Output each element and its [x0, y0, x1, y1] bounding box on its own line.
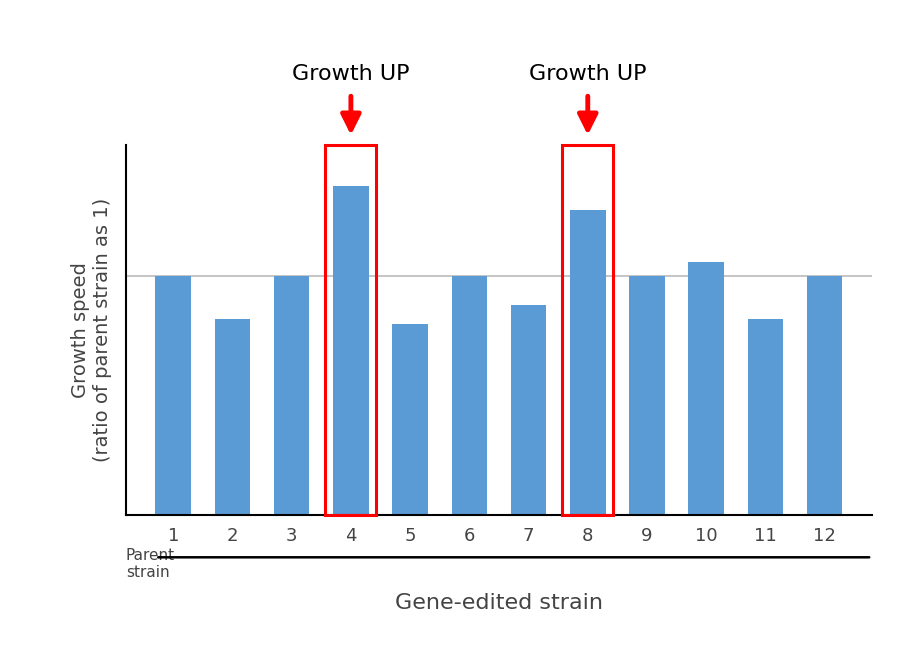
- Text: Growth UP: Growth UP: [529, 64, 646, 84]
- Bar: [325, 145, 377, 515]
- Text: Growth UP: Growth UP: [292, 64, 410, 84]
- Bar: [807, 277, 842, 515]
- Text: Parent
strain: Parent strain: [126, 548, 175, 580]
- Bar: [562, 145, 613, 515]
- Y-axis label: Growth speed
(ratio of parent strain as 1): Growth speed (ratio of parent strain as …: [71, 198, 112, 462]
- Bar: [689, 262, 724, 515]
- Bar: [748, 319, 783, 515]
- Bar: [334, 185, 369, 515]
- Bar: [274, 277, 309, 515]
- Bar: [156, 277, 191, 515]
- X-axis label: Gene-edited strain: Gene-edited strain: [395, 593, 603, 613]
- Bar: [629, 277, 664, 515]
- Bar: [392, 324, 428, 515]
- Bar: [511, 305, 547, 515]
- Bar: [570, 210, 606, 515]
- Bar: [215, 319, 250, 515]
- Bar: [451, 277, 487, 515]
